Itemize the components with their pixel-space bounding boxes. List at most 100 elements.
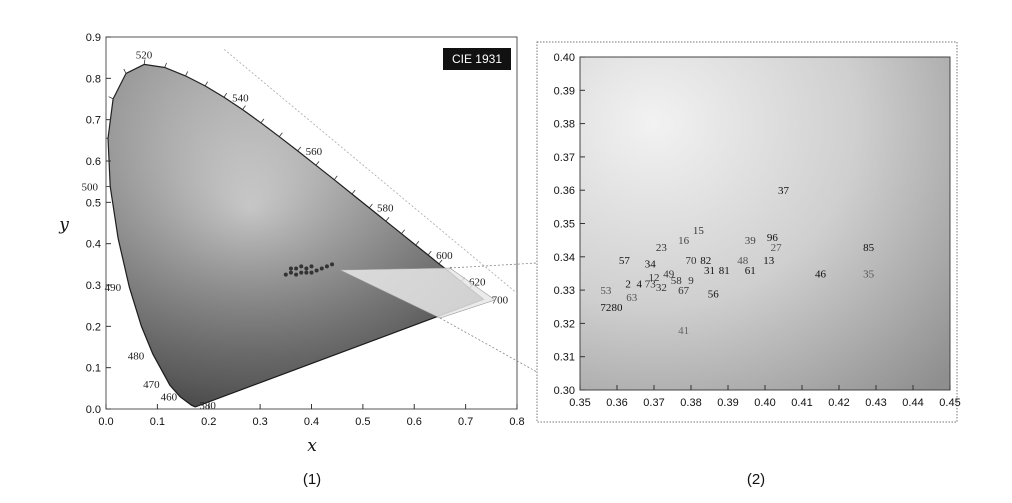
zoom-connector xyxy=(339,262,538,373)
cie-x-tick-label: 0.0 xyxy=(98,416,113,428)
cie-x-axis-title: x xyxy=(307,436,317,456)
sample-point-label: 27 xyxy=(771,242,783,254)
locus-tick xyxy=(401,229,405,234)
cie-chart: 0.0 0.1 0.2 0.3 0.4 0.5 0.6 0.7 0.8 0.0 0.1 0.2 0.3 0… xyxy=(58,32,524,488)
cie-x-tick-label: 0.8 xyxy=(509,416,524,428)
wavelength-label: 560 xyxy=(306,146,323,158)
cie-badge-box xyxy=(443,48,511,70)
zoom-caption: (2) xyxy=(747,471,765,488)
cie-x-tick-label: 0.6 xyxy=(407,416,422,428)
cie-caption: (1) xyxy=(303,471,321,488)
sample-point-label: 85 xyxy=(863,242,875,254)
locus-tick xyxy=(315,161,320,166)
cie-x-tick-label: 0.4 xyxy=(304,416,319,428)
locus-tick xyxy=(415,240,420,246)
locus-tick xyxy=(164,62,167,68)
cie-y-tick-label: 0.0 xyxy=(86,404,101,416)
sample-point-label: 80 xyxy=(612,302,624,314)
sample-point-label: 35 xyxy=(863,268,875,280)
cie-badge-text: CIE 1931 xyxy=(452,52,502,66)
sample-point-label: 58 xyxy=(671,275,683,287)
cie-y-tick-label: 0.9 xyxy=(86,32,101,44)
locus-tick xyxy=(368,203,373,209)
cie-y-tick-label: 0.4 xyxy=(86,239,101,251)
sample-point-label: 9 xyxy=(688,275,694,287)
sample-point-label: 56 xyxy=(708,288,720,300)
zoom-y-tick-label: 0.37 xyxy=(554,152,575,164)
zoom-y-tick-label: 0.33 xyxy=(554,285,575,297)
zoom-x-tick-label: 0.39 xyxy=(717,397,738,409)
zoom-x-tick-label: 0.37 xyxy=(643,397,664,409)
sample-point-label: 61 xyxy=(745,265,756,277)
sample-point-label: 73 xyxy=(645,278,657,290)
cluster-point xyxy=(304,270,309,275)
locus-tick xyxy=(108,96,114,100)
sample-point-label: 23 xyxy=(656,242,668,254)
cluster-point xyxy=(299,270,304,275)
locus-tick xyxy=(143,59,146,65)
sample-point-label: 57 xyxy=(619,255,631,267)
cie-y-tick-label: 0.1 xyxy=(86,363,101,375)
locus-tick xyxy=(427,250,432,256)
sample-point-label: 70 xyxy=(686,255,698,267)
cie-y-tick-label: 0.7 xyxy=(86,115,101,127)
zoom-x-tick-label: 0.38 xyxy=(680,397,701,409)
cie-y-tick-label: 0.2 xyxy=(86,321,101,333)
zoom-x-tick-label: 0.40 xyxy=(754,397,775,409)
zoom-y-tick-label: 0.39 xyxy=(554,85,575,97)
zoom-y-tick-label: 0.40 xyxy=(554,52,575,64)
zoom-y-tick-label: 0.36 xyxy=(554,185,575,197)
zoom-x-tick-label: 0.45 xyxy=(939,397,960,409)
cluster-point xyxy=(288,266,293,271)
wavelength-label: 520 xyxy=(136,49,153,61)
sample-point-label: 96 xyxy=(767,232,779,244)
sample-point-label: 12 xyxy=(649,272,660,284)
zoom-x-tick-label: 0.44 xyxy=(902,397,923,409)
zoom-x-tick-label: 0.42 xyxy=(828,397,849,409)
cie-x-tick-label: 0.7 xyxy=(458,416,473,428)
sample-point-label: 39 xyxy=(745,235,757,247)
sample-point-label: 48 xyxy=(737,255,749,267)
sample-point-label: 46 xyxy=(815,268,827,280)
zoom-plot-area xyxy=(579,56,951,391)
zoom-y-tick-label: 0.38 xyxy=(554,119,575,131)
sample-point-label: 63 xyxy=(626,292,638,304)
wavelength-label: 460 xyxy=(161,392,178,404)
cluster-point xyxy=(324,264,329,269)
cluster-point xyxy=(288,270,293,275)
cie-y-axis-title: y xyxy=(58,215,69,235)
wavelength-label: 470 xyxy=(143,379,160,391)
zoom-y-tick-label: 0.31 xyxy=(554,352,575,364)
sample-point-label: 32 xyxy=(656,282,667,294)
cluster-point xyxy=(304,266,309,271)
zoom-x-tick-label: 0.41 xyxy=(791,397,812,409)
sample-point-label: 4 xyxy=(636,278,642,290)
locus-tick xyxy=(385,217,390,222)
locus-tick xyxy=(185,71,189,77)
zoom-chart: 0.35 0.36 0.37 0.38 0.39 0.40 0.41 0.42 0.43 0.44… xyxy=(536,41,961,488)
cluster-point xyxy=(294,272,299,277)
locus-tick xyxy=(438,259,443,265)
cluster-point xyxy=(330,262,335,267)
zoom-x-tick-label: 0.36 xyxy=(606,397,627,409)
zoom-y-tick-label: 0.30 xyxy=(554,385,575,397)
wavelength-label: 490 xyxy=(105,282,122,294)
locus-shading xyxy=(108,64,484,407)
cluster-point xyxy=(309,264,314,269)
cie-x-tick-label: 0.5 xyxy=(355,416,370,428)
sample-point-label: 31 xyxy=(704,265,715,277)
sample-point-label: 81 xyxy=(719,265,730,277)
cluster-point xyxy=(314,268,319,273)
cie-x-tick-label: 0.2 xyxy=(201,416,216,428)
locus-tick xyxy=(106,137,109,139)
cluster-point xyxy=(299,264,304,269)
locus-tick xyxy=(333,175,338,180)
sample-point-label: 15 xyxy=(693,225,705,237)
cluster-point xyxy=(283,272,288,277)
sample-point-label: 13 xyxy=(763,255,775,267)
gamut-guide-line xyxy=(223,49,517,294)
cluster-point xyxy=(294,266,299,271)
cie-badge: CIE 1931 xyxy=(443,48,511,70)
cie-x-tick-label: 0.3 xyxy=(252,416,267,428)
